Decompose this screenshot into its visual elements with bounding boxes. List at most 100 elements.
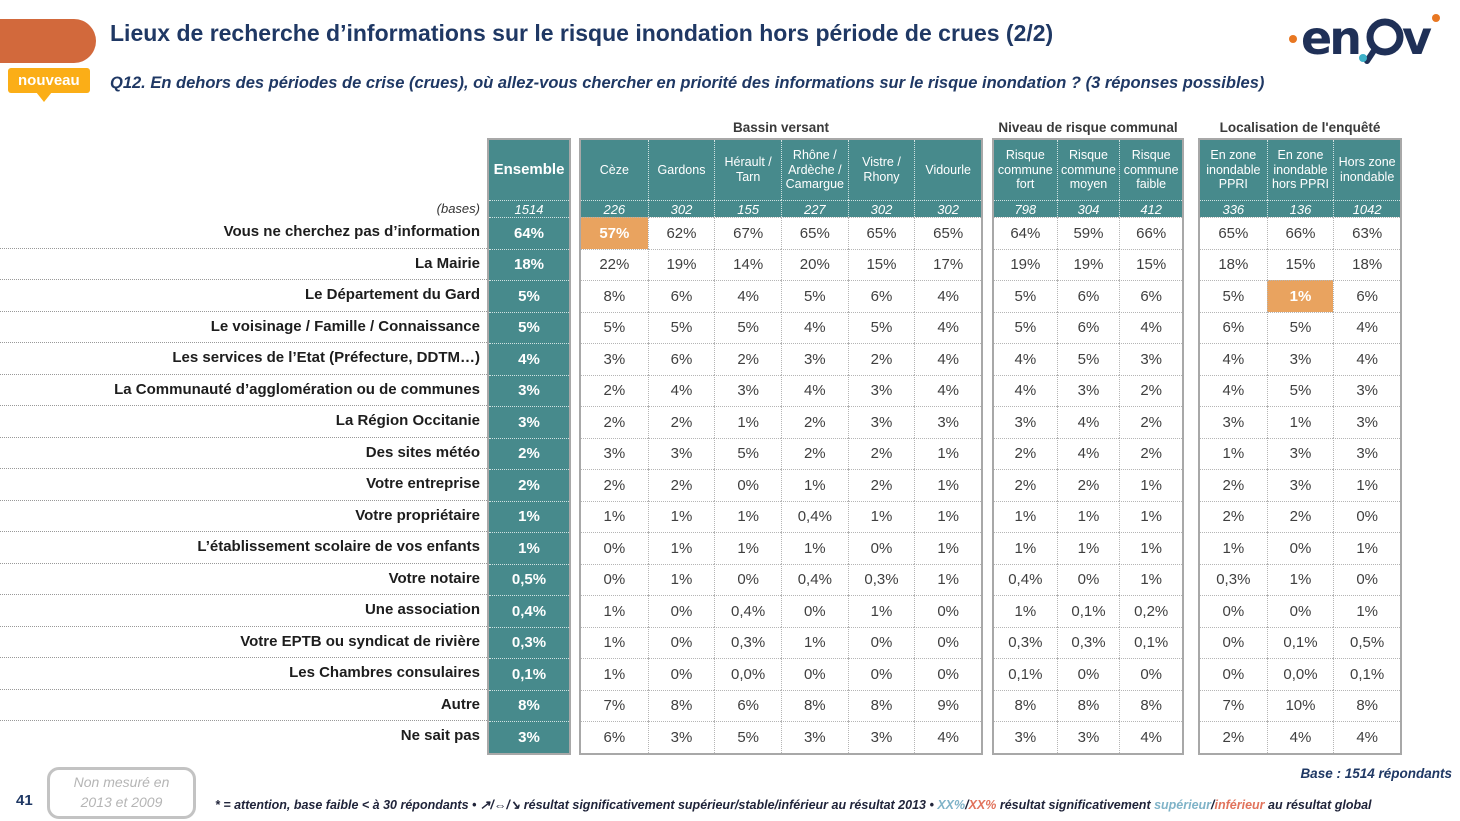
table-cell: 2% [1266,500,1334,532]
footnote-part1: * = attention, base faible < à 30 répond… [215,798,480,812]
table-cell: 2% [581,374,648,406]
row-label: Votre entreprise [0,469,487,501]
table-cell: 6% [647,343,715,375]
table-cell: 3% [1056,374,1120,406]
table-cell: 3% [581,437,648,469]
table-cell: 15% [1119,248,1182,280]
ensemble-value: 3% [489,406,569,438]
table-cell: 1% [1119,563,1182,595]
footnote-superieur: supérieur [1154,798,1212,812]
table-cell: 0,1% [1119,626,1182,658]
row-label: Des sites météo [0,438,487,469]
table-cell: 0% [581,563,648,595]
table-cell: 15% [847,248,915,280]
table-cell: 1% [714,532,781,564]
table-cell: 2% [1119,406,1182,438]
ensemble-value: 5% [489,280,569,312]
table-cell: 2% [1119,437,1182,469]
legend-footnote: * = attention, base faible < à 30 répond… [215,797,1457,812]
table-cell: 4% [914,280,981,312]
table-cell: 1% [647,563,715,595]
table-cell: 3% [647,437,715,469]
column-header: Ensemble [489,140,569,200]
table-cell: 2% [847,343,915,375]
table-cell: 0,3% [847,563,915,595]
table-cell: 1% [647,500,715,532]
row-label: La Région Occitanie [0,406,487,438]
table-cell: 67% [714,217,781,249]
table-cell: 5% [581,311,648,343]
table-cell: 4% [1056,406,1120,438]
table-cell: 0% [647,595,715,627]
table-cell: 19% [1056,248,1120,280]
row-label: Une association [0,595,487,627]
table-cell: 5% [994,311,1057,343]
table-cell: 2% [714,343,781,375]
row-label: L’établissement scolaire de vos enfants [0,532,487,564]
table-cell: 3% [1266,437,1334,469]
table-cell: 5% [1056,343,1120,375]
table-cell: 3% [914,406,981,438]
table-cell: 1% [1333,469,1400,501]
table-cell: 8% [847,689,915,721]
table-cell: 8% [581,280,648,312]
table-cell: 65% [1200,217,1267,249]
table-cell: 4% [1266,721,1334,753]
table-cell: 4% [1200,343,1267,375]
table-cell: 4% [1119,311,1182,343]
base-value: 1042 [1333,200,1400,217]
column-header: Gardons [647,140,715,200]
footnote-part4: au résultat global [1264,798,1372,812]
table-cell: 22% [581,248,648,280]
table-cell: 0% [1119,658,1182,690]
row-label: La Mairie [0,249,487,280]
ensemble-column-group: Ensemble 1514 64% 18% 5% 5% 4% 3% 3% 2% 2% 1% 1% 0,5%… [487,120,571,755]
question-text: Q12. En dehors des périodes de crise (cr… [110,74,1265,92]
table-cell: 8% [1119,689,1182,721]
base-value: 302 [647,200,715,217]
table-cell: 14% [714,248,781,280]
column-header: En zone inondable hors PPRI [1266,140,1334,200]
footnote-xx-blue: XX% [937,798,966,812]
niveau-risque-group: Niveau de risque communal Risque commune… [992,120,1184,755]
table-cell: 0% [581,532,648,564]
ensemble-value: 64% [489,217,569,249]
table-cell: 3% [647,721,715,753]
table-cell: 0% [914,658,981,690]
column-header: Vidourle [914,140,981,200]
table-cell: 0,1% [1266,626,1334,658]
table-cell: 5% [714,721,781,753]
table-cell: 4% [914,311,981,343]
table-cell: 1% [1266,406,1334,438]
bassin-versant-block: Cèze Gardons Hérault / Tarn Rhône / Ardèche… [579,138,983,755]
table-cell: 3% [714,374,781,406]
table-cell: 5% [1266,374,1334,406]
table-cell: 1% [581,626,648,658]
table-cell: 3% [780,721,848,753]
ensemble-value: 8% [489,689,569,721]
table-cell: 59% [1056,217,1120,249]
table-cell: 3% [847,374,915,406]
table-cell: 1% [1333,532,1400,564]
table-cell: 1% [647,532,715,564]
svg-text:en: en [1301,11,1359,65]
table-cell: 8% [1056,689,1120,721]
table-cell: 66% [1266,217,1334,249]
table-cell: 0% [780,658,848,690]
table-cell: 4% [1119,721,1182,753]
table-cell: 6% [1333,280,1400,312]
table-cell: 1% [1266,563,1334,595]
table-cell: 0,4% [714,595,781,627]
table-cell: 3% [1266,469,1334,501]
column-header: En zone inondable PPRI [1200,140,1267,200]
base-value: 336 [1200,200,1267,217]
table-cell: 1% [780,626,848,658]
not-measured-note: Non mesuré en 2013 et 2009 [47,767,196,819]
table-cell: 0% [1056,658,1120,690]
table-cell: 0% [1056,563,1120,595]
table-cell: 0,3% [714,626,781,658]
label-spacer [0,140,487,200]
ensemble-value: 3% [489,374,569,406]
base-value: 798 [994,200,1057,217]
